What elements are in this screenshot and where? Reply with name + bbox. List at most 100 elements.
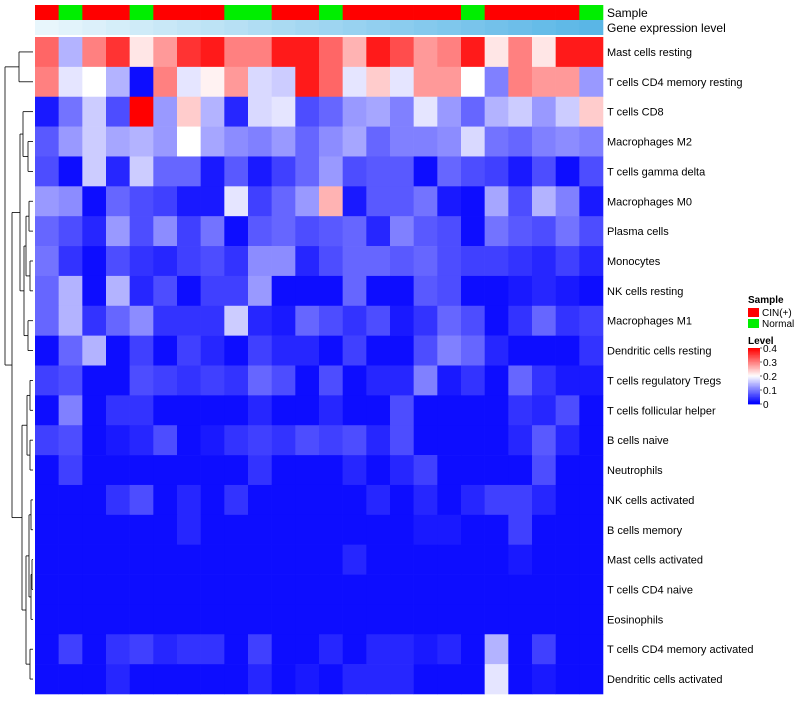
row-label: NK cells activated (607, 495, 694, 507)
legend-level-title: Level (748, 336, 774, 347)
heatmap-cell (366, 664, 391, 695)
heatmap-cell (82, 126, 107, 157)
heatmap-cell (508, 425, 533, 456)
heatmap-cell (248, 664, 272, 695)
heatmap-cell (342, 604, 367, 635)
heatmap-cell (271, 335, 296, 366)
heatmap-cell (508, 634, 533, 665)
heatmap-cell (58, 425, 83, 456)
heatmap-cell (508, 216, 533, 247)
heatmap-cell (295, 275, 320, 307)
heatmap-cell (295, 514, 320, 545)
heatmap-cell (342, 425, 367, 456)
heatmap-cell (200, 455, 225, 486)
heatmap-cell (224, 544, 249, 575)
heatmap-cell (106, 395, 130, 426)
heatmap-cell (271, 66, 296, 98)
heatmap-cell (342, 395, 367, 426)
heatmap-cell (366, 335, 391, 366)
heatmap-cell (271, 216, 296, 247)
row-label: Eosinophils (607, 614, 664, 626)
heatmap-cell (35, 544, 59, 575)
row-label: Macrophages M0 (607, 196, 692, 208)
heatmap-cell (508, 246, 533, 277)
heatmap-cell (271, 246, 296, 277)
level-cell (35, 20, 59, 35)
heatmap-cell (58, 335, 83, 366)
heatmap-cell (271, 96, 296, 127)
heatmap-cell (224, 484, 249, 516)
expression-level-bar (35, 20, 604, 35)
heatmap-cell (342, 156, 367, 187)
legend-tick-label: 0 (763, 400, 769, 411)
heatmap-cell (366, 126, 391, 157)
heatmap-cells (35, 37, 604, 695)
heatmap-cell (82, 365, 107, 396)
sample-cell (390, 5, 414, 20)
level-cell (508, 20, 533, 35)
heatmap-cell (484, 544, 509, 575)
sample-cell (35, 5, 59, 20)
heatmap-cell (271, 574, 296, 605)
heatmap-cell (224, 96, 249, 127)
heatmap-cell (248, 455, 272, 486)
heatmap-cell (35, 66, 59, 98)
heatmap-cell (177, 425, 201, 456)
heatmap-cell (532, 156, 556, 187)
heatmap-cell (366, 37, 391, 68)
heatmap-cell (271, 455, 296, 486)
heatmap-cell (319, 484, 343, 516)
heatmap-cell (200, 484, 225, 516)
heatmap-cell (532, 574, 556, 605)
heatmap-cell (366, 484, 391, 516)
legend-swatch-cin (748, 308, 759, 317)
row-label: Plasma cells (607, 226, 669, 238)
heatmap-cell (413, 455, 438, 486)
heatmap-cell (437, 604, 462, 635)
heatmap-cell (555, 634, 580, 665)
heatmap-cell (177, 66, 201, 98)
heatmap-cell (390, 365, 414, 396)
heatmap-cell (390, 664, 414, 695)
heatmap-cell (342, 335, 367, 366)
heatmap-cell (579, 275, 604, 307)
heatmap-cell (58, 664, 83, 695)
legend-gradient-step (748, 348, 760, 350)
heatmap-cell (390, 604, 414, 635)
heatmap-cell (484, 37, 509, 68)
sample-cell (295, 5, 320, 20)
level-cell (342, 20, 367, 35)
heatmap-cell (248, 216, 272, 247)
heatmap-cell (579, 484, 604, 516)
heatmap-cell (153, 37, 178, 68)
heatmap-cell (153, 544, 178, 575)
heatmap-cell (153, 664, 178, 695)
heatmap-cell (295, 365, 320, 396)
heatmap-cell (555, 246, 580, 277)
heatmap-cell (200, 425, 225, 456)
heatmap-cell (82, 574, 107, 605)
heatmap-cell (224, 37, 249, 68)
heatmap-cell (508, 365, 533, 396)
heatmap-cell (342, 574, 367, 605)
heatmap-cell (579, 37, 604, 68)
heatmap-cell (129, 395, 154, 426)
heatmap-cell (200, 126, 225, 157)
heatmap-cell (271, 305, 296, 336)
heatmap-cell (106, 275, 130, 307)
heatmap-cell (413, 544, 438, 575)
heatmap-cell (342, 246, 367, 277)
heatmap-cell (532, 126, 556, 157)
heatmap-cell (319, 634, 343, 665)
heatmap-cell (224, 216, 249, 247)
heatmap-cell (366, 246, 391, 277)
legend-gradient-step (748, 363, 760, 366)
level-cell (248, 20, 272, 35)
heatmap-cell (106, 186, 130, 217)
heatmap-cell (295, 664, 320, 695)
heatmap-cell (413, 484, 438, 516)
heatmap-cell (437, 66, 462, 98)
heatmap-cell (295, 186, 320, 217)
heatmap-cell (177, 634, 201, 665)
heatmap-cell (366, 66, 391, 98)
